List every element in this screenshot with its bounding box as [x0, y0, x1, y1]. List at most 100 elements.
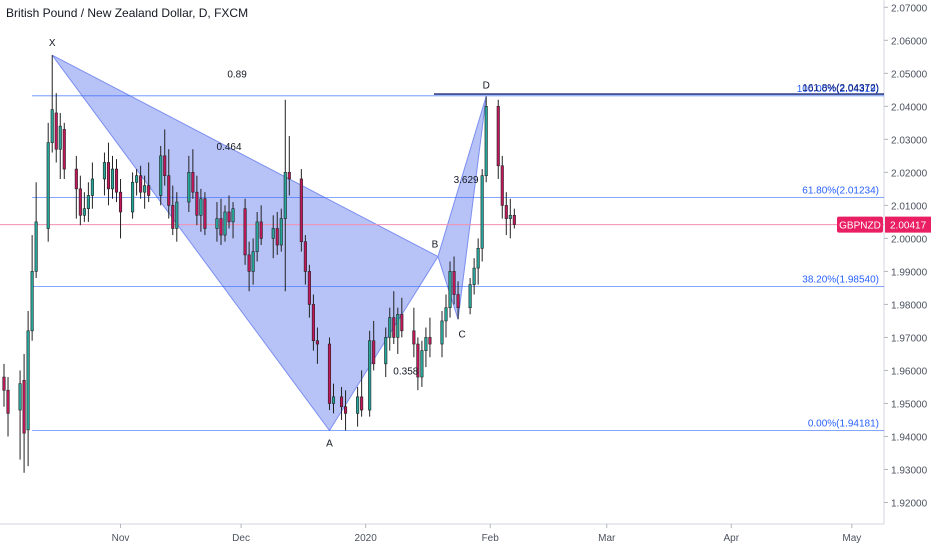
- candle-up: [255, 221, 259, 252]
- y-tick-label: 2.02000: [891, 168, 928, 179]
- candle-up: [251, 251, 255, 272]
- candle-up: [199, 198, 203, 216]
- candle-down: [191, 172, 195, 193]
- y-tick-label: 2.03000: [891, 135, 928, 146]
- candle-down: [171, 205, 175, 229]
- candle-down: [62, 129, 66, 170]
- candle-down: [372, 340, 376, 365]
- candle-down: [500, 165, 504, 206]
- candle-up: [388, 317, 392, 338]
- candle-down: [243, 208, 247, 256]
- y-tick-label: 1.97000: [891, 333, 928, 344]
- candle-up: [440, 320, 444, 345]
- candle-down: [299, 178, 303, 242]
- pattern-point-label: D: [483, 80, 490, 91]
- candle-up: [102, 162, 107, 180]
- bcd-pattern-triangle: [437, 96, 487, 320]
- candle-down: [118, 191, 123, 213]
- candle-down: [456, 294, 460, 309]
- candle-up: [472, 267, 476, 285]
- candle-down: [195, 191, 199, 216]
- candle-up: [356, 396, 360, 414]
- candle-up: [131, 181, 135, 213]
- candle-down: [412, 330, 416, 345]
- candle-down: [344, 406, 348, 414]
- candle-down: [496, 106, 500, 167]
- candle-up: [283, 172, 287, 219]
- candle-up: [279, 218, 283, 246]
- candle-down: [22, 380, 26, 434]
- candle-down: [203, 198, 207, 229]
- candle-up: [18, 383, 22, 411]
- candle-down: [392, 317, 396, 338]
- y-tick-label: 1.95000: [891, 399, 928, 410]
- y-tick-label: 1.99000: [891, 267, 928, 278]
- y-tick-label: 1.94000: [891, 432, 928, 443]
- x-tick-label: Mar: [598, 533, 616, 544]
- candle-up: [135, 175, 139, 183]
- candle-down: [78, 188, 82, 216]
- candle-up: [508, 214, 512, 219]
- candle-up: [90, 178, 94, 196]
- y-tick-label: 2.04000: [891, 102, 928, 113]
- candle-up: [271, 228, 275, 239]
- y-tick-label: 2.00000: [891, 234, 928, 245]
- candle-down: [452, 271, 456, 295]
- candle-up: [444, 307, 448, 322]
- candle-up: [223, 211, 227, 236]
- candle-down: [275, 228, 279, 246]
- candle-up: [368, 340, 372, 411]
- price-badge-text: 2.00417: [890, 221, 927, 232]
- y-tick-label: 1.96000: [891, 366, 928, 377]
- candle-up: [484, 106, 488, 176]
- ratio-label: 0.464: [217, 142, 242, 153]
- candle-down: [315, 340, 319, 345]
- candle-up: [476, 247, 480, 269]
- candle-down: [416, 343, 420, 378]
- candle-down: [400, 314, 404, 332]
- candle-down: [227, 211, 231, 223]
- candle-up: [58, 125, 62, 150]
- candle-down: [6, 389, 10, 414]
- candle-up: [86, 195, 90, 209]
- pattern-point-label: B: [432, 240, 439, 251]
- candle-down: [247, 254, 251, 272]
- candle-up: [30, 271, 34, 332]
- candle-up: [420, 350, 424, 378]
- candle-down: [163, 155, 167, 176]
- pattern-point-label: C: [458, 329, 465, 340]
- candle-down: [504, 205, 508, 219]
- candle-down: [147, 185, 151, 196]
- y-tick-label: 1.92000: [891, 498, 928, 509]
- y-tick-label: 2.05000: [891, 69, 928, 80]
- candle-down: [139, 175, 143, 193]
- ratio-label: 0.89: [227, 69, 247, 80]
- y-tick-label: 1.98000: [891, 300, 928, 311]
- candle-down: [114, 168, 119, 193]
- candle-up: [159, 155, 163, 196]
- fib-level-label: 61.80%(2.01234): [802, 186, 879, 197]
- candle-up: [215, 218, 219, 229]
- candle-down: [428, 337, 432, 345]
- candle-down: [360, 396, 364, 411]
- candle-down: [327, 343, 332, 404]
- candle-up: [468, 284, 472, 309]
- fib-level-label: 38.20%(1.98540): [802, 275, 879, 286]
- candle-up: [110, 168, 115, 190]
- x-tick-label: Apr: [724, 533, 740, 544]
- fib-extension-label: 161.8%(2.04372): [802, 83, 879, 94]
- pattern-point-label: X: [49, 38, 56, 49]
- candle-up: [46, 142, 50, 229]
- candle-up: [424, 337, 428, 351]
- candle-down: [339, 396, 344, 408]
- candle-up: [175, 201, 179, 229]
- candle-down: [259, 221, 263, 239]
- candle-down: [512, 214, 516, 225]
- fib-level-label: 100.00%(2.04319): [797, 84, 879, 95]
- candle-up: [26, 330, 30, 431]
- y-tick-label: 2.07000: [891, 3, 928, 14]
- candle-down: [167, 175, 171, 206]
- candle-down: [219, 218, 223, 236]
- candle-up: [331, 396, 336, 404]
